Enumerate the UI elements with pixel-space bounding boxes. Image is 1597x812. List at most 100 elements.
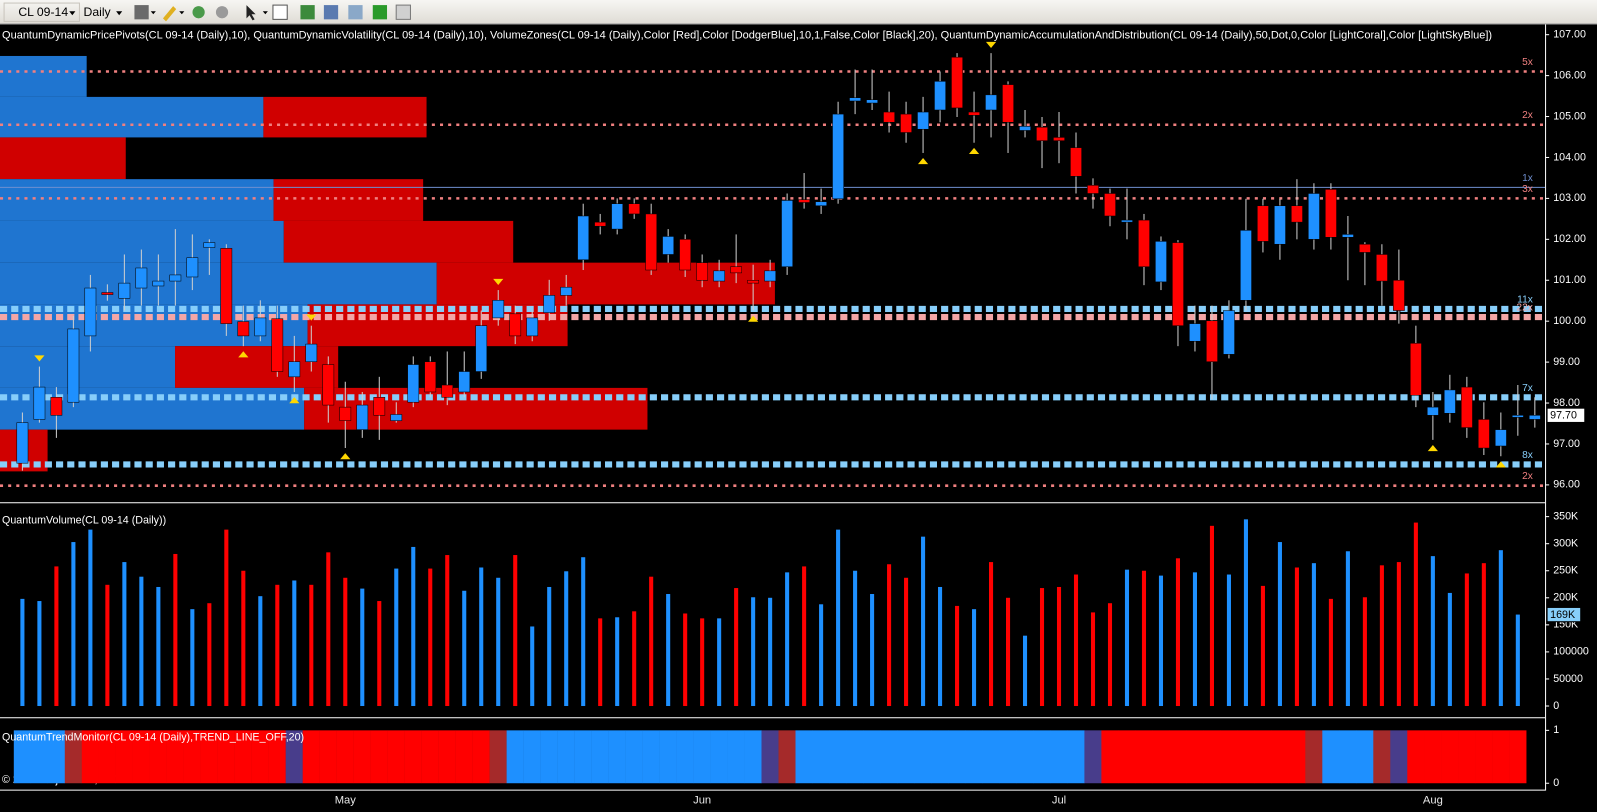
candle-body — [67, 328, 80, 403]
candle-body — [424, 361, 437, 393]
pivot-low — [1427, 444, 1438, 452]
y-tick-label: 0 — [1553, 700, 1559, 712]
bar — [802, 566, 807, 707]
bar — [1379, 565, 1384, 707]
candle-body — [832, 113, 844, 200]
candle-body — [764, 270, 776, 282]
candle-body — [917, 111, 929, 130]
bar — [1458, 730, 1476, 784]
bar — [302, 730, 320, 784]
bar — [343, 577, 348, 707]
bar — [489, 730, 507, 784]
bar — [319, 730, 337, 784]
candle-body — [611, 203, 624, 230]
level-label: 5x — [1522, 57, 1533, 68]
bar — [1271, 730, 1289, 784]
bar — [581, 557, 586, 707]
bar — [1175, 558, 1181, 707]
bar — [1509, 730, 1527, 784]
volume-zone-sell — [263, 96, 427, 138]
bar — [921, 536, 926, 707]
bar — [1475, 730, 1493, 784]
candle-body — [1053, 137, 1065, 141]
symbol-label[interactable]: CL 09-14 — [18, 5, 68, 19]
dropdown-arrow — [69, 11, 76, 16]
candle-body — [968, 111, 980, 116]
bar — [972, 609, 977, 707]
symbol-selector[interactable]: CL 09-14 — [3, 2, 80, 22]
candle-body — [203, 242, 216, 248]
bar — [445, 555, 450, 707]
bar — [1016, 730, 1034, 784]
properties-button[interactable] — [272, 4, 288, 20]
volume-zone-sell — [304, 387, 648, 430]
candle-body — [594, 221, 607, 227]
candle-body — [900, 113, 912, 133]
y-tick-label: 106.00 — [1553, 69, 1586, 81]
chart-style-button[interactable] — [348, 5, 363, 20]
bar — [472, 730, 490, 784]
candle-body — [169, 274, 182, 282]
y-tick-label: 105.00 — [1553, 110, 1586, 122]
indicators-button[interactable] — [300, 5, 315, 20]
bar-type-button[interactable] — [134, 5, 149, 20]
bar — [863, 730, 881, 784]
candle-body — [1036, 126, 1048, 141]
bar — [1226, 574, 1231, 707]
bar — [904, 577, 909, 707]
candle-body — [1189, 323, 1201, 342]
bar — [1050, 730, 1068, 784]
bar — [37, 601, 42, 707]
candle-body — [1121, 219, 1133, 223]
drawing-tool-button[interactable] — [162, 6, 177, 22]
bar — [1311, 563, 1316, 707]
dropdown-arrow — [179, 11, 185, 15]
bar — [268, 730, 286, 784]
bar — [1124, 569, 1130, 707]
candle-body — [798, 199, 810, 203]
bar — [1243, 519, 1248, 707]
bar — [683, 613, 688, 707]
candle-body — [152, 280, 165, 287]
candle-body — [1223, 310, 1235, 355]
bar — [1192, 572, 1198, 707]
candle-body — [1342, 234, 1354, 238]
interval-label[interactable]: Daily — [84, 5, 112, 19]
zoom-in-button[interactable] — [192, 6, 205, 19]
bar — [115, 730, 133, 784]
bar — [1322, 730, 1340, 784]
bar — [887, 564, 892, 707]
strategies-button[interactable] — [323, 5, 339, 20]
candle-body — [475, 325, 488, 372]
pointer-button[interactable] — [246, 5, 256, 21]
bar — [608, 730, 626, 784]
toolbar-icons — [134, 4, 411, 22]
bar — [931, 730, 949, 784]
candle-body — [747, 279, 759, 284]
bar — [200, 730, 218, 784]
candle-body — [1155, 241, 1167, 283]
bar — [1022, 635, 1028, 707]
bar — [1339, 730, 1357, 784]
y-tick-label: 50000 — [1553, 673, 1583, 685]
bar — [1067, 730, 1085, 784]
data-box-button[interactable] — [372, 5, 388, 20]
interval-selector[interactable]: Daily — [84, 5, 123, 19]
bar — [1101, 730, 1119, 784]
selector-frame[interactable] — [3, 2, 80, 22]
candle-body — [1257, 205, 1269, 242]
candle-body — [33, 386, 46, 420]
candle-body — [356, 404, 369, 430]
candle-body — [662, 236, 675, 255]
bar — [81, 730, 99, 784]
candle-body — [390, 414, 403, 421]
candle-body — [577, 215, 590, 261]
candle-body — [713, 270, 726, 282]
candle-body — [1325, 189, 1337, 238]
volume-zone-buy — [0, 179, 274, 221]
order-button[interactable] — [395, 4, 411, 20]
candle-body — [1461, 386, 1473, 428]
zoom-out-button[interactable] — [215, 6, 229, 19]
candle-body — [883, 111, 895, 123]
x-tick-label: Aug — [1423, 795, 1443, 807]
